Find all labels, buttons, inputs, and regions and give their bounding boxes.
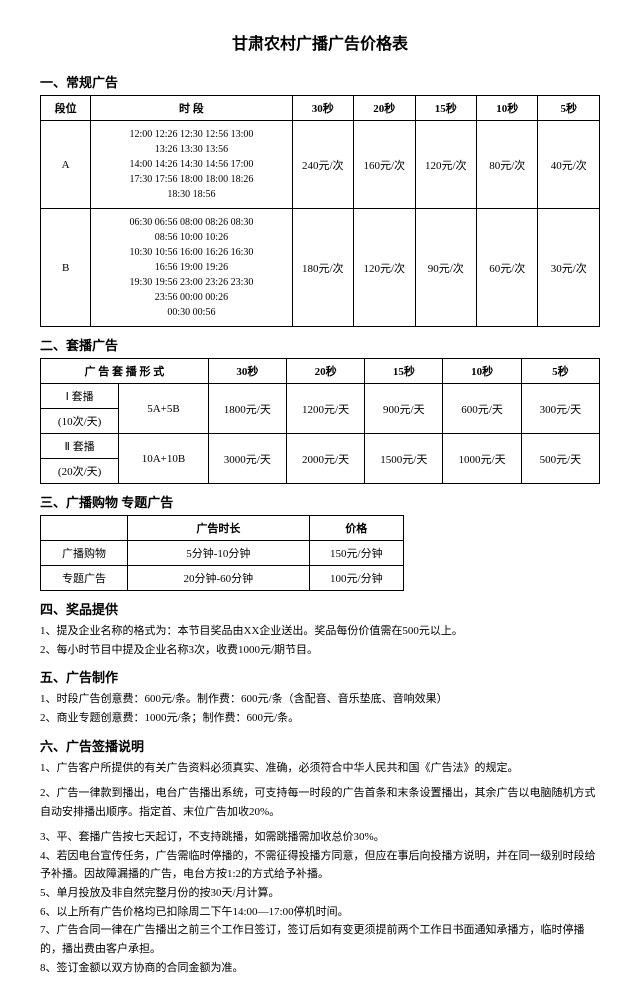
cell-price: 120元/次 <box>415 121 476 209</box>
note-line: 4、若因电台宣传任务，广告需临时停播的，不需征得投播方同意，但应在事后向投播方说… <box>40 847 600 884</box>
cell-price: 100元/分钟 <box>309 566 403 591</box>
cell-price: 3000元/天 <box>208 434 286 484</box>
note-line: 2、每小时节目中提及企业名称3次，收费1000元/期节目。 <box>40 641 600 660</box>
cell-price: 1800元/天 <box>208 384 286 434</box>
note-line: 1、时段广告创意费：600元/条。制作费：600元/条（含配音、音乐垫底、音响效… <box>40 690 600 709</box>
table-header-row: 广 告 套 播 形 式 30秒 20秒 15秒 10秒 5秒 <box>41 359 600 384</box>
note-line: 6、以上所有广告价格均已扣除周二下午14:00—17:00停机时间。 <box>40 903 600 922</box>
col-times: 时 段 <box>91 96 292 121</box>
section2-head: 二、套播广告 <box>40 335 600 354</box>
cell-price: 180元/次 <box>292 209 353 327</box>
col-blank <box>41 516 128 541</box>
table-row: 专题广告 20分钟-60分钟 100元/分钟 <box>41 566 404 591</box>
cell-price: 1000元/天 <box>443 434 521 484</box>
note-line: 2、广告一律款到播出，电台广告播出系统，可支持每一时段的广告首条和末条设置播出，… <box>40 784 600 821</box>
note-line: 7、广告合同一律在广告播出之前三个工作日签订，签订后如有变更须提前两个工作日书面… <box>40 921 600 958</box>
col-price: 价格 <box>309 516 403 541</box>
cell-price: 1200元/天 <box>286 384 364 434</box>
cell-price: 1500元/天 <box>365 434 443 484</box>
col-20s: 20秒 <box>286 359 364 384</box>
col-30s: 30秒 <box>292 96 353 121</box>
col-15s: 15秒 <box>365 359 443 384</box>
table-row: Ⅰ 套播 5A+5B 1800元/天 1200元/天 900元/天 600元/天… <box>41 384 600 409</box>
note-line: 8、签订金额以双方协商的合同金额为准。 <box>40 959 600 978</box>
cell-price: 160元/次 <box>354 121 415 209</box>
section6-body: 1、广告客户所提供的有关广告资料必须真实、准确，必须符合中华人民共和国《广告法》… <box>40 759 600 978</box>
cell-price: 90元/次 <box>415 209 476 327</box>
cell-form: 10A+10B <box>119 434 208 484</box>
section4-head: 四、奖品提供 <box>40 599 600 618</box>
cell-pkg-sub: (10次/天) <box>41 409 119 434</box>
col-5s: 5秒 <box>521 359 599 384</box>
cell-duration: 5分钟-10分钟 <box>128 541 310 566</box>
cell-name: 广播购物 <box>41 541 128 566</box>
section6-head: 六、广告签播说明 <box>40 736 600 755</box>
section1-head: 一、常规广告 <box>40 72 600 91</box>
cell-form: 5A+5B <box>119 384 208 434</box>
table-shopping: 广告时长 价格 广播购物 5分钟-10分钟 150元/分钟 专题广告 20分钟-… <box>40 515 404 591</box>
note-line <box>40 821 600 828</box>
cell-price: 30元/次 <box>538 209 600 327</box>
note-line: 2、商业专题创意费：1000元/条；制作费：600元/条。 <box>40 709 600 728</box>
table-header-row: 段位 时 段 30秒 20秒 15秒 10秒 5秒 <box>41 96 600 121</box>
cell-price: 80元/次 <box>477 121 538 209</box>
cell-price: 500元/天 <box>521 434 599 484</box>
cell-times: 12:00 12:26 12:30 12:56 13:0013:26 13:30… <box>91 121 292 209</box>
cell-name: 专题广告 <box>41 566 128 591</box>
cell-price: 240元/次 <box>292 121 353 209</box>
table-row: Ⅱ 套播 10A+10B 3000元/天 2000元/天 1500元/天 100… <box>41 434 600 459</box>
table-row: 广播购物 5分钟-10分钟 150元/分钟 <box>41 541 404 566</box>
col-10s: 10秒 <box>443 359 521 384</box>
note-line: 5、单月投放及非自然完整月份的按30天/月计算。 <box>40 884 600 903</box>
cell-pkg-name: Ⅱ 套播 <box>41 434 119 459</box>
cell-price: 40元/次 <box>538 121 600 209</box>
cell-pkg-sub: (20次/天) <box>41 459 119 484</box>
col-slot: 段位 <box>41 96 91 121</box>
cell-slot: A <box>41 121 91 209</box>
col-20s: 20秒 <box>354 96 415 121</box>
col-10s: 10秒 <box>477 96 538 121</box>
cell-times: 06:30 06:56 08:00 08:26 08:3008:56 10:00… <box>91 209 292 327</box>
cell-price: 150元/分钟 <box>309 541 403 566</box>
cell-price: 600元/天 <box>443 384 521 434</box>
cell-price: 120元/次 <box>354 209 415 327</box>
col-15s: 15秒 <box>415 96 476 121</box>
cell-duration: 20分钟-60分钟 <box>128 566 310 591</box>
cell-price: 300元/天 <box>521 384 599 434</box>
col-5s: 5秒 <box>538 96 600 121</box>
table-regular: 段位 时 段 30秒 20秒 15秒 10秒 5秒 A 12:00 12:26 … <box>40 95 600 327</box>
table-header-row: 广告时长 价格 <box>41 516 404 541</box>
note-line: 1、提及企业名称的格式为：本节目奖品由XX企业送出。奖品每份价值需在500元以上… <box>40 622 600 641</box>
table-row: A 12:00 12:26 12:30 12:56 13:0013:26 13:… <box>41 121 600 209</box>
note-line: 1、广告客户所提供的有关广告资料必须真实、准确，必须符合中华人民共和国《广告法》… <box>40 759 600 778</box>
cell-price: 2000元/天 <box>286 434 364 484</box>
table-row: B 06:30 06:56 08:00 08:26 08:3008:56 10:… <box>41 209 600 327</box>
table-package: 广 告 套 播 形 式 30秒 20秒 15秒 10秒 5秒 Ⅰ 套播 5A+5… <box>40 358 600 484</box>
note-line: 3、平、套播广告按七天起订，不支持跳播，如需跳播需加收总价30%。 <box>40 828 600 847</box>
note-line <box>40 777 600 784</box>
col-form: 广 告 套 播 形 式 <box>41 359 209 384</box>
page-title: 甘肃农村广播广告价格表 <box>40 30 600 54</box>
col-30s: 30秒 <box>208 359 286 384</box>
cell-slot: B <box>41 209 91 327</box>
cell-pkg-name: Ⅰ 套播 <box>41 384 119 409</box>
section5-head: 五、广告制作 <box>40 667 600 686</box>
col-duration: 广告时长 <box>128 516 310 541</box>
cell-price: 900元/天 <box>365 384 443 434</box>
section3-head: 三、广播购物 专题广告 <box>40 492 600 511</box>
cell-price: 60元/次 <box>477 209 538 327</box>
